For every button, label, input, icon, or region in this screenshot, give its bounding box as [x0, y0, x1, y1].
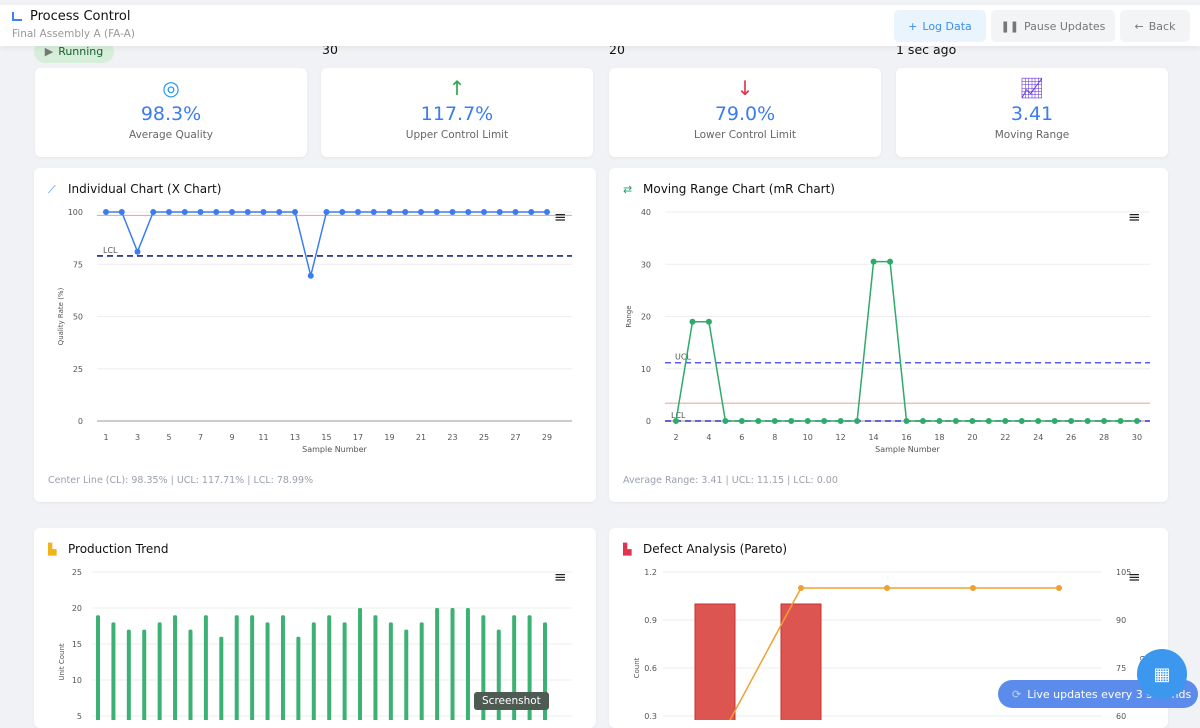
- arrow-up-icon: ↑: [448, 76, 466, 100]
- arrow-down-icon: ↓: [736, 76, 754, 100]
- swap-icon: ⇄: [623, 183, 633, 196]
- card-title: Moving Range Chart (mR Chart): [643, 182, 835, 196]
- log-data-label: Log Data: [922, 19, 972, 33]
- stat-value: 117.7%: [420, 103, 494, 125]
- app-header: Process Control Final Assembly A (FA-A) …: [0, 5, 1200, 46]
- card-title: Individual Chart (X Chart): [68, 182, 222, 196]
- chart-menu-icon[interactable]: ≡: [554, 568, 567, 586]
- card-title: Defect Analysis (Pareto): [643, 542, 788, 556]
- stat-value: 3.41: [1010, 103, 1054, 125]
- line-chart-icon: ⟋: [48, 183, 56, 196]
- stat-value: 79.0%: [714, 103, 776, 125]
- stat-label: Average Quality: [129, 129, 213, 141]
- card-title: Production Trend: [68, 542, 169, 556]
- back-label: Back: [1148, 19, 1176, 33]
- back-button[interactable]: ← Back: [1120, 10, 1190, 42]
- stat-label: Moving Range: [994, 129, 1070, 141]
- log-data-button[interactable]: + Log Data: [894, 10, 986, 42]
- arrow-left-icon: ←: [1134, 19, 1144, 33]
- pause-icon: ❚❚: [1000, 19, 1019, 33]
- chart-menu-icon[interactable]: ≡: [554, 208, 567, 226]
- chart-summary: Center Line (CL): 98.35% | UCL: 117.71% …: [48, 475, 314, 486]
- play-icon: ▶: [44, 45, 54, 58]
- stat-value: 98.3%: [140, 103, 202, 125]
- factory-icon: ▙: [48, 543, 57, 556]
- mr-chart-card: ⇄ Moving Range Chart (mR Chart) Average …: [609, 168, 1168, 502]
- chart-menu-icon[interactable]: ≡: [1128, 568, 1141, 586]
- tooltip: Screenshot: [474, 692, 549, 710]
- stat-moving-range: 📈︎ 3.41 Moving Range: [896, 68, 1168, 157]
- chart-summary: Average Range: 3.41 | UCL: 11.15 | LCL: …: [623, 475, 838, 486]
- status-text: Running: [58, 45, 104, 58]
- line-chart-icon: 📈︎: [1019, 76, 1045, 100]
- qr-code-icon: ▦: [1153, 663, 1171, 685]
- chart-icon: [12, 12, 22, 21]
- chart-menu-icon[interactable]: ≡: [1128, 208, 1141, 226]
- stat-lcl: ↓ 79.0% Lower Control Limit: [609, 68, 881, 157]
- pause-updates-label: Pause Updates: [1024, 19, 1106, 33]
- pause-updates-button[interactable]: ❚❚ Pause Updates: [991, 10, 1115, 42]
- plus-icon: +: [908, 19, 918, 33]
- stat-average-quality: ◎ 98.3% Average Quality: [35, 68, 307, 157]
- refresh-icon: ⟳: [1012, 687, 1022, 701]
- x-chart-card: ⟋ Individual Chart (X Chart) Center Line…: [34, 168, 596, 502]
- target-icon: ◎: [162, 76, 180, 100]
- stat-label: Lower Control Limit: [693, 129, 797, 141]
- page-subtitle: Final Assembly A (FA-A): [12, 28, 135, 40]
- stat-label: Upper Control Limit: [405, 129, 509, 141]
- qr-code-button[interactable]: ▦: [1137, 649, 1187, 699]
- page-title: Process Control: [30, 9, 131, 24]
- bar-chart-icon: ▙: [623, 543, 632, 556]
- stat-ucl: ↑ 117.7% Upper Control Limit: [321, 68, 593, 157]
